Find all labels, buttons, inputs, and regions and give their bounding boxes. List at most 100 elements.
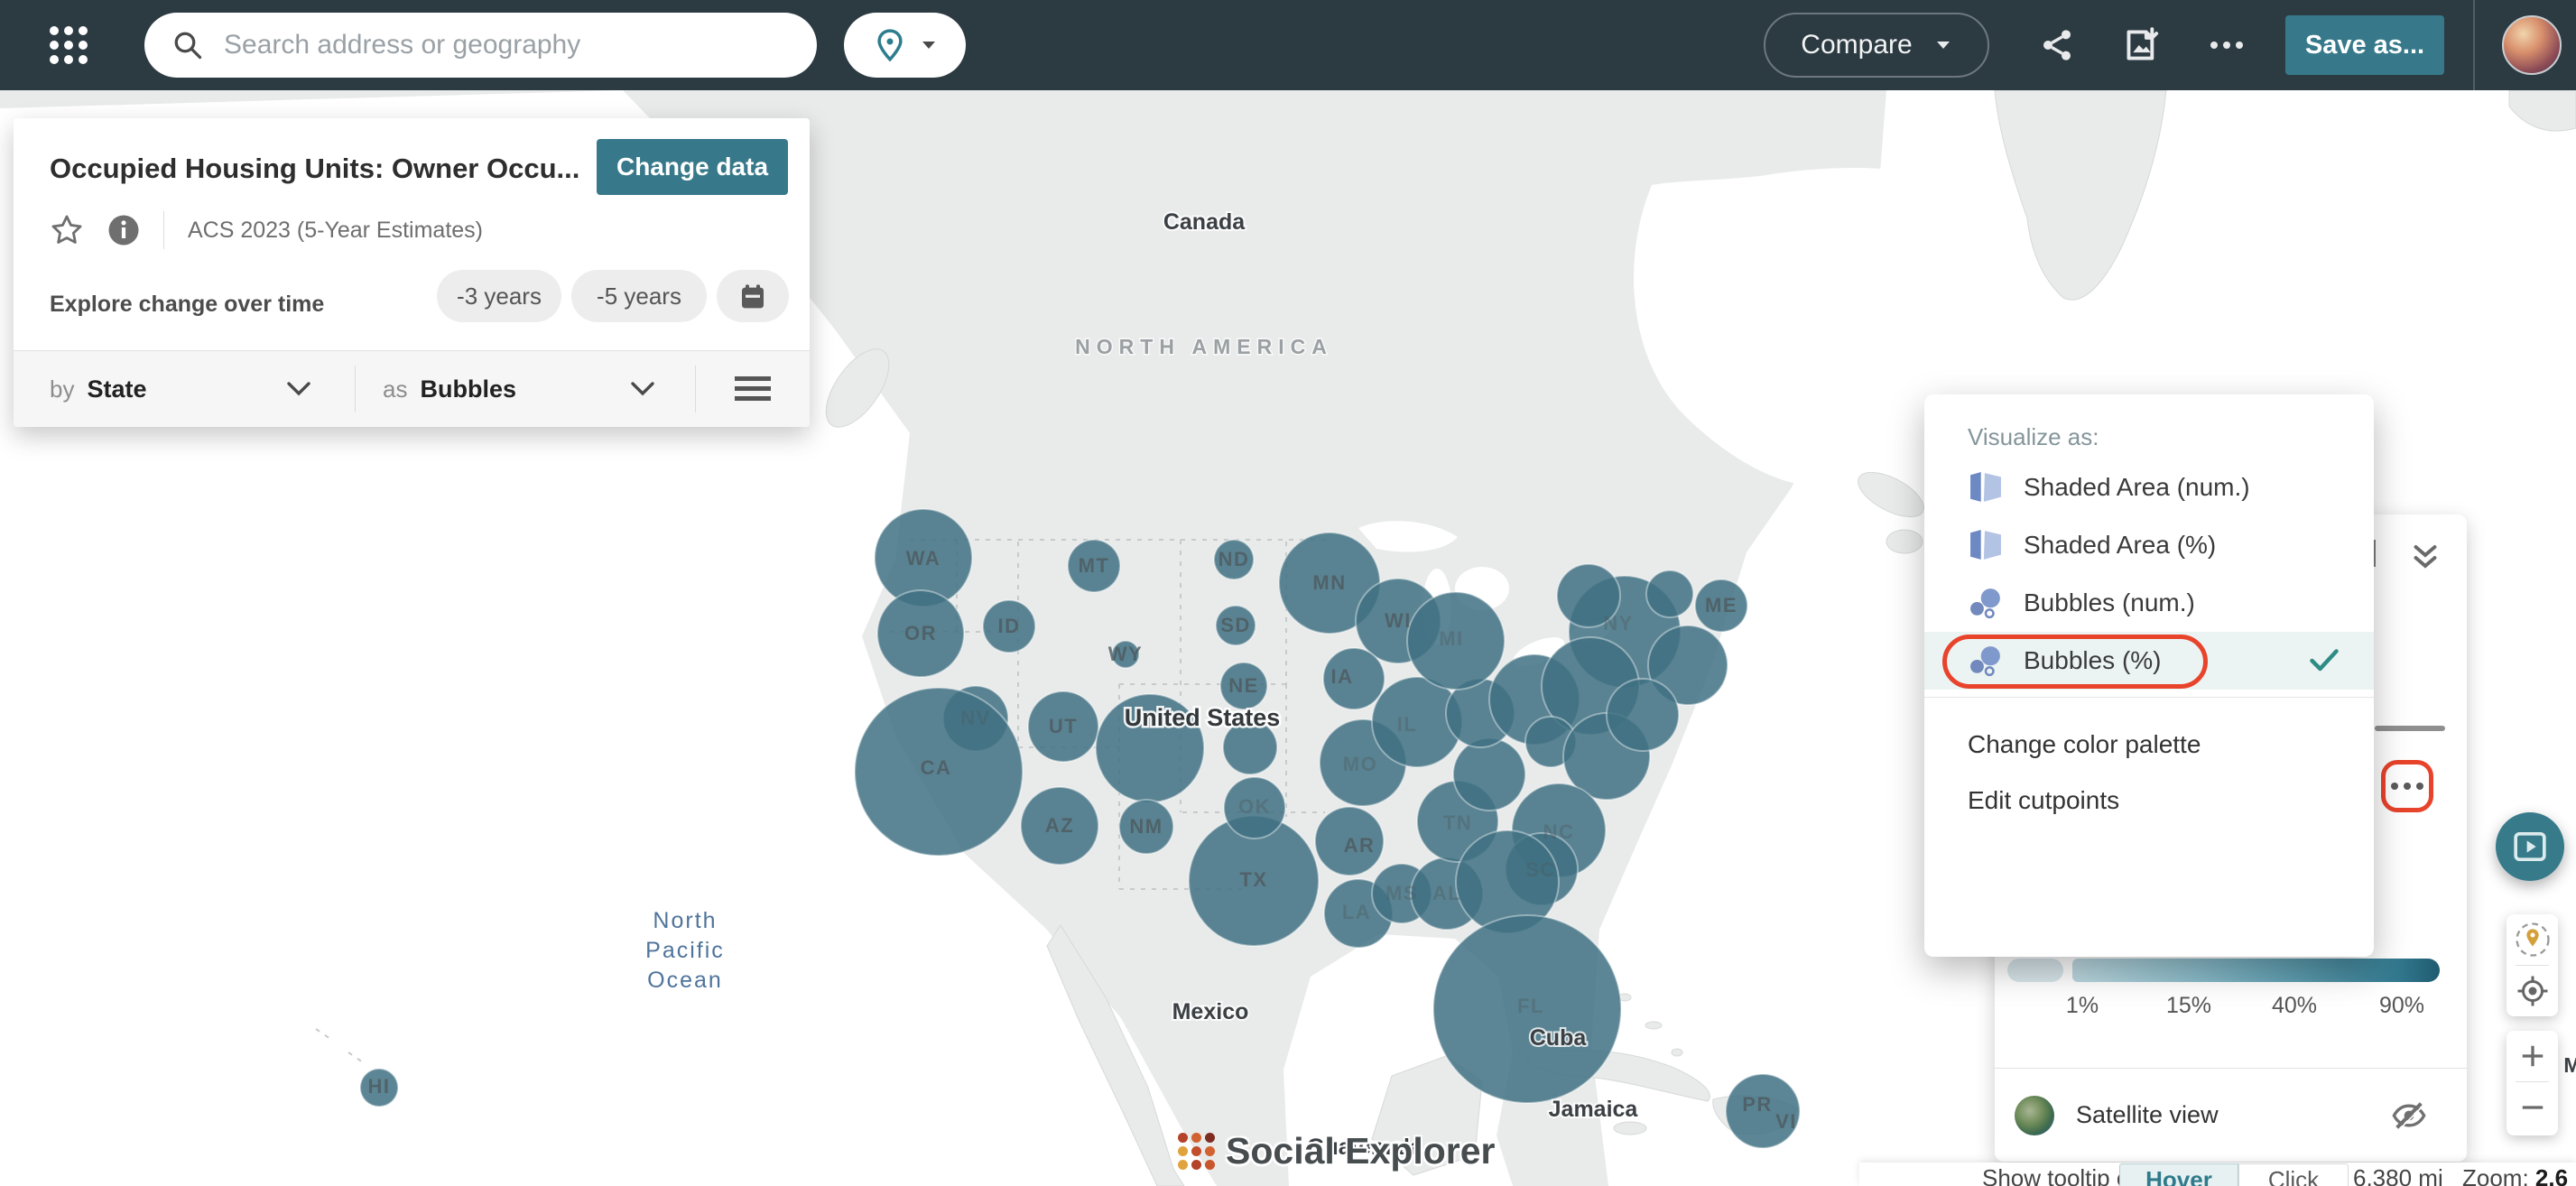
state-abbrev-label: ME xyxy=(1705,594,1737,616)
favorite-star-icon[interactable] xyxy=(50,213,84,247)
user-avatar[interactable] xyxy=(2502,15,2562,75)
menu-item-shaded-area-num[interactable]: Shaded Area (num.) xyxy=(1924,459,2374,516)
share-icon[interactable] xyxy=(2025,14,2089,77)
by-geography-dropdown[interactable]: by State xyxy=(14,351,355,427)
divider xyxy=(355,366,356,412)
state-bubble[interactable] xyxy=(1067,539,1121,593)
state-bubble[interactable] xyxy=(1027,690,1099,763)
menu-item-label: Bubbles (%) xyxy=(2024,646,2162,674)
state-abbrev-label: VI xyxy=(1775,1110,1797,1133)
change-data-button[interactable]: Change data xyxy=(597,139,788,195)
greenland xyxy=(1994,89,2167,301)
state-bubble[interactable] xyxy=(1645,570,1694,618)
state-bubble[interactable] xyxy=(1314,806,1385,876)
menu-item-bubbles-pct[interactable]: Bubbles (%) xyxy=(1924,632,2374,690)
state-bubble[interactable] xyxy=(1647,625,1728,706)
more-options-icon[interactable] xyxy=(2195,14,2258,77)
media-play-button[interactable] xyxy=(2496,812,2564,881)
state-bubble[interactable] xyxy=(1406,591,1506,690)
legend-more-button[interactable] xyxy=(2386,764,2429,808)
state-bubble[interactable] xyxy=(1606,678,1680,752)
layer-options-button[interactable] xyxy=(696,351,810,427)
bubble-size-slider[interactable] xyxy=(2375,726,2445,731)
state-bubble[interactable] xyxy=(1222,719,1278,775)
search-input[interactable] xyxy=(222,29,790,61)
minus-3-years-button[interactable]: -3 years xyxy=(437,270,561,322)
menu-item-shaded-area-pct[interactable]: Shaded Area (%) xyxy=(1924,516,2374,574)
state-abbrev-label: MN xyxy=(1312,571,1346,594)
state-abbrev-label: PR xyxy=(1742,1093,1773,1116)
as-visualization-dropdown[interactable]: as Bubbles xyxy=(356,351,695,427)
chevron-down-icon xyxy=(631,382,654,396)
state-abbrev-label: CA xyxy=(921,756,952,779)
state-abbrev-label: UT xyxy=(1049,715,1078,737)
calendar-icon xyxy=(742,284,764,309)
chevron-down-icon xyxy=(922,42,935,49)
minus-5-years-button[interactable]: -5 years xyxy=(571,270,707,322)
state-abbrev-label: SD xyxy=(1220,614,1251,636)
calendar-button[interactable] xyxy=(717,270,789,322)
map-place-label: M xyxy=(2563,1053,2576,1077)
collapse-legend-button[interactable] xyxy=(2405,540,2445,576)
apps-grid-icon[interactable] xyxy=(45,22,92,69)
play-in-square-icon xyxy=(2514,832,2546,861)
bahamas xyxy=(1645,1021,1663,1030)
state-bubble[interactable] xyxy=(1432,914,1622,1104)
state-abbrev-label: AL xyxy=(1432,882,1461,904)
state-abbrev-label: OR xyxy=(904,622,937,644)
by-label: by xyxy=(50,375,75,403)
state-abbrev-label: NY xyxy=(1603,612,1634,635)
state-bubble[interactable] xyxy=(1556,563,1621,628)
eye-off-icon[interactable] xyxy=(2391,1098,2427,1134)
save-as-button[interactable]: Save as... xyxy=(2285,15,2444,75)
state-bubble[interactable] xyxy=(1219,662,1268,710)
state-bubble[interactable] xyxy=(1223,776,1286,839)
search-bar xyxy=(144,13,817,78)
state-bubble[interactable] xyxy=(1725,1073,1801,1149)
state-bubble[interactable] xyxy=(359,1068,399,1107)
info-icon[interactable] xyxy=(107,214,140,246)
state-bubble[interactable] xyxy=(1694,579,1748,633)
legend-tick: 15% xyxy=(2165,993,2212,1018)
change-color-palette-item[interactable]: Change color palette xyxy=(1968,730,2201,758)
export-image-icon[interactable] xyxy=(2110,14,2173,77)
compare-button[interactable]: Compare xyxy=(1764,13,1989,78)
top-bar: Compare xyxy=(0,0,2576,90)
state-bubble[interactable] xyxy=(1215,605,1256,646)
menu-item-bubbles-num[interactable]: Bubbles (num.) xyxy=(1924,574,2374,632)
zoom-out-button[interactable] xyxy=(2507,1082,2558,1133)
state-abbrev-label: WI xyxy=(1385,609,1412,632)
state-bubble[interactable] xyxy=(1020,786,1099,866)
divider xyxy=(163,211,164,249)
locate-button[interactable] xyxy=(2507,966,2558,1016)
hawaii-chain xyxy=(315,1028,364,1063)
state-bubble[interactable] xyxy=(982,599,1036,653)
vancouver-island xyxy=(825,348,890,428)
boundaries-pin-button[interactable] xyxy=(2507,914,2558,965)
tooltip-hover-option[interactable]: Hover xyxy=(2119,1163,2238,1186)
state-bubble[interactable] xyxy=(854,687,1024,857)
state-bubble[interactable] xyxy=(1118,799,1174,855)
state-abbrev-label: MO xyxy=(1343,753,1377,775)
map-place-label: North Pacific Ocean xyxy=(645,908,725,993)
menu-item-label: Shaded Area (num.) xyxy=(2024,473,2250,501)
state-bubble[interactable] xyxy=(1322,647,1385,710)
tooltip-click-option[interactable]: Click xyxy=(2238,1163,2349,1186)
edit-cutpoints-item[interactable]: Edit cutpoints xyxy=(1968,786,2120,814)
state-abbrev-label: TX xyxy=(1239,868,1267,891)
state-bubble[interactable] xyxy=(1213,539,1255,580)
survey-source-label: ACS 2023 (5-Year Estimates) xyxy=(188,217,484,243)
gold-pin-icon xyxy=(2515,922,2550,957)
state-abbrev-label: WA xyxy=(906,547,941,570)
search-icon xyxy=(174,32,202,60)
state-abbrev-label: NC xyxy=(1543,820,1575,843)
satellite-view-row[interactable]: Satellite view xyxy=(1995,1069,2467,1162)
state-bubble[interactable] xyxy=(1452,737,1526,811)
state-bubble[interactable] xyxy=(876,589,965,678)
menu-item-label: Shaded Area (%) xyxy=(2024,531,2217,559)
state-abbrev-label: AZ xyxy=(1045,814,1074,837)
geography-selector-button[interactable] xyxy=(844,13,966,78)
zoom-in-button[interactable] xyxy=(2507,1031,2558,1081)
dataset-title: Occupied Housing Units: Owner Occu... xyxy=(50,153,580,184)
state-bubble[interactable] xyxy=(1111,640,1140,669)
